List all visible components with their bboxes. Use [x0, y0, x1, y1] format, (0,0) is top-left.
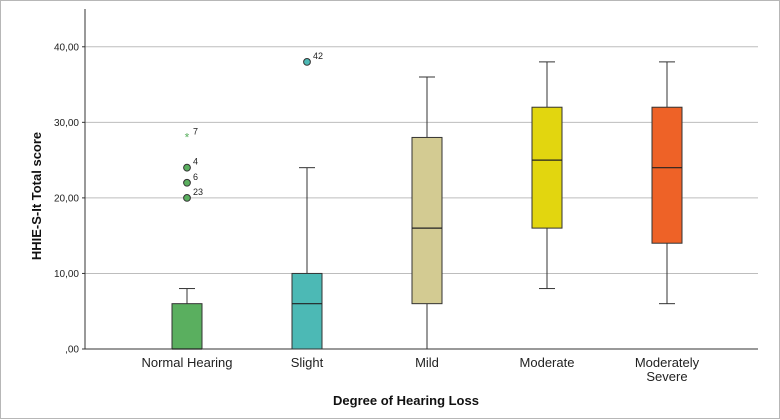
x-category-label: Moderately	[635, 355, 700, 370]
labels: Degree of Hearing Loss HHIE-S-It Total s…	[29, 51, 700, 408]
outlier-point	[303, 57, 311, 66]
y-tick-label: 40,00	[54, 42, 79, 53]
outlier-point	[183, 193, 191, 202]
y-tick-label: 20,00	[54, 193, 79, 204]
outlier-point	[183, 178, 191, 187]
outlier-id-label: 23	[193, 187, 203, 197]
outlier-id-label: 7	[193, 126, 198, 136]
x-category-label: Normal Hearing	[141, 355, 232, 370]
box-iqr	[291, 272, 323, 350]
boxes: *	[171, 57, 683, 350]
x-category-label: Moderate	[520, 355, 575, 370]
y-tick-label: 10,00	[54, 269, 79, 280]
box-iqr	[171, 303, 203, 350]
y-axis-title: HHIE-S-It Total score	[29, 132, 44, 260]
outlier-point	[183, 163, 191, 172]
x-axis-title: Degree of Hearing Loss	[333, 393, 479, 408]
box-iqr	[531, 106, 563, 229]
x-category-label: Severe	[646, 369, 687, 384]
y-tick-label: 30,00	[54, 118, 79, 129]
x-category-label: Slight	[291, 355, 324, 370]
outlier-star: *	[185, 130, 190, 144]
outlier-id-label: 42	[313, 51, 323, 61]
outlier-id-label: 4	[193, 157, 198, 167]
x-category-label: Mild	[415, 355, 439, 370]
outlier-id-label: 6	[193, 172, 198, 182]
box-iqr	[411, 136, 443, 305]
y-tick-label: ,00	[65, 345, 79, 356]
box-iqr	[651, 106, 683, 244]
